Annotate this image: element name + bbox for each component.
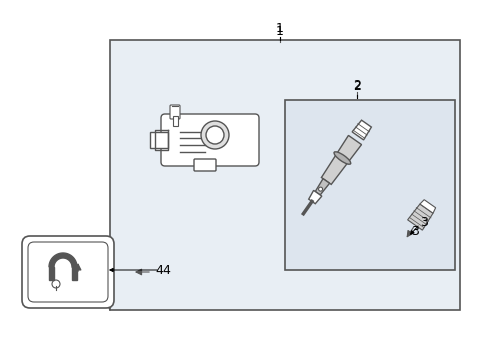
Polygon shape bbox=[408, 204, 433, 230]
Circle shape bbox=[201, 121, 229, 149]
Circle shape bbox=[318, 187, 322, 191]
Text: 1: 1 bbox=[276, 25, 284, 38]
Polygon shape bbox=[155, 130, 168, 150]
FancyBboxPatch shape bbox=[194, 159, 216, 171]
Polygon shape bbox=[420, 200, 436, 213]
Text: 4: 4 bbox=[162, 264, 170, 276]
Text: 3: 3 bbox=[420, 216, 428, 229]
Polygon shape bbox=[321, 135, 362, 184]
Circle shape bbox=[206, 126, 224, 144]
Polygon shape bbox=[309, 190, 322, 204]
Polygon shape bbox=[72, 267, 77, 280]
Text: 2: 2 bbox=[353, 80, 361, 93]
Text: 2: 2 bbox=[353, 79, 361, 92]
Polygon shape bbox=[352, 120, 371, 140]
Text: 1: 1 bbox=[276, 22, 284, 35]
Text: 3: 3 bbox=[411, 225, 419, 238]
Bar bbox=[150, 132, 168, 148]
Polygon shape bbox=[315, 179, 330, 195]
Polygon shape bbox=[49, 267, 54, 280]
FancyBboxPatch shape bbox=[285, 100, 455, 270]
FancyBboxPatch shape bbox=[28, 242, 108, 302]
Text: 4: 4 bbox=[155, 264, 163, 276]
FancyBboxPatch shape bbox=[161, 114, 259, 166]
Ellipse shape bbox=[334, 152, 351, 164]
FancyBboxPatch shape bbox=[170, 105, 180, 119]
FancyBboxPatch shape bbox=[110, 40, 460, 310]
Polygon shape bbox=[49, 253, 77, 267]
FancyBboxPatch shape bbox=[22, 236, 114, 308]
Bar bbox=[172, 116, 177, 126]
